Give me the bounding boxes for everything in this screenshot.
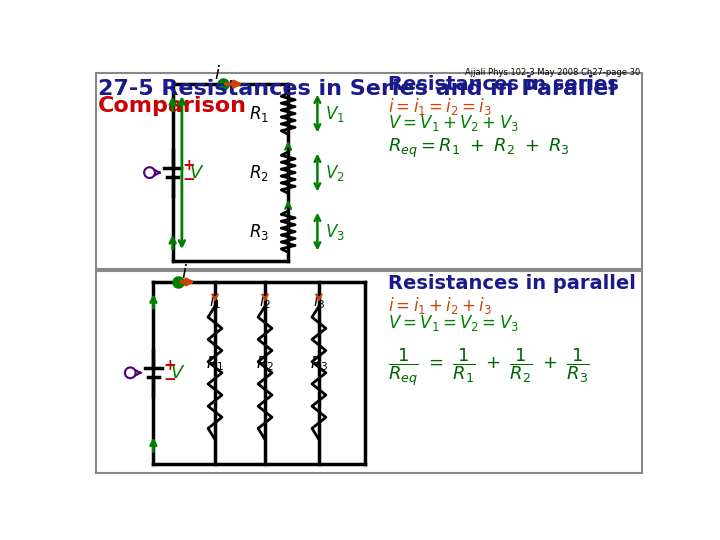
Text: $R_1$: $R_1$: [249, 104, 269, 124]
Text: $i_1$: $i_1$: [209, 293, 221, 312]
Text: +: +: [183, 158, 195, 173]
Text: $V_3$: $V_3$: [325, 221, 345, 241]
Text: $i = i_1 + i_2 + i_3$: $i = i_1 + i_2 + i_3$: [388, 295, 492, 316]
Text: $V_1$: $V_1$: [325, 104, 345, 124]
Text: Comparison: Comparison: [98, 96, 247, 116]
Text: $\dfrac{1}{R_{eq}} \ = \ \dfrac{1}{R_1} \ + \ \dfrac{1}{R_2} \ + \ \dfrac{1}{R_3: $\dfrac{1}{R_{eq}} \ = \ \dfrac{1}{R_1} …: [388, 346, 590, 388]
Text: $i_2$: $i_2$: [259, 293, 271, 312]
Text: $R_3$: $R_3$: [249, 221, 269, 241]
Text: Resistances in parallel: Resistances in parallel: [388, 274, 636, 293]
Text: V: V: [171, 364, 183, 382]
Text: $R_2$: $R_2$: [256, 354, 274, 373]
Text: V: V: [189, 164, 202, 181]
Text: Ajjali Phys.102-3 May 2008 Ch27-page 30: Ajjali Phys.102-3 May 2008 Ch27-page 30: [465, 68, 640, 77]
FancyBboxPatch shape: [96, 72, 642, 269]
Text: −: −: [163, 372, 176, 387]
Text: i: i: [181, 264, 186, 282]
Text: Resistances in series: Resistances in series: [388, 75, 619, 94]
Text: $V = V_1 + V_2 + V_3$: $V = V_1 + V_2 + V_3$: [388, 113, 519, 133]
Text: $R_2$: $R_2$: [249, 163, 269, 183]
Text: i: i: [214, 65, 219, 83]
Text: $R_1$: $R_1$: [206, 354, 224, 373]
FancyBboxPatch shape: [96, 271, 642, 473]
Text: $V = V_1 = V_2 = V_3$: $V = V_1 = V_2 = V_3$: [388, 313, 519, 333]
Text: 27-5 Resistances in Series and in Parallel: 27-5 Resistances in Series and in Parall…: [98, 79, 616, 99]
Text: $i = i_1 = i_2 = i_3$: $i = i_1 = i_2 = i_3$: [388, 96, 492, 117]
Text: $R_3$: $R_3$: [310, 354, 328, 373]
Text: +: +: [163, 359, 176, 373]
Text: $R_{eq} = R_1 \ + \ R_2 \ + \ R_3$: $R_{eq} = R_1 \ + \ R_2 \ + \ R_3$: [388, 137, 570, 160]
Text: $V_2$: $V_2$: [325, 163, 345, 183]
Text: −: −: [183, 172, 195, 187]
Text: $i_3$: $i_3$: [313, 293, 325, 312]
